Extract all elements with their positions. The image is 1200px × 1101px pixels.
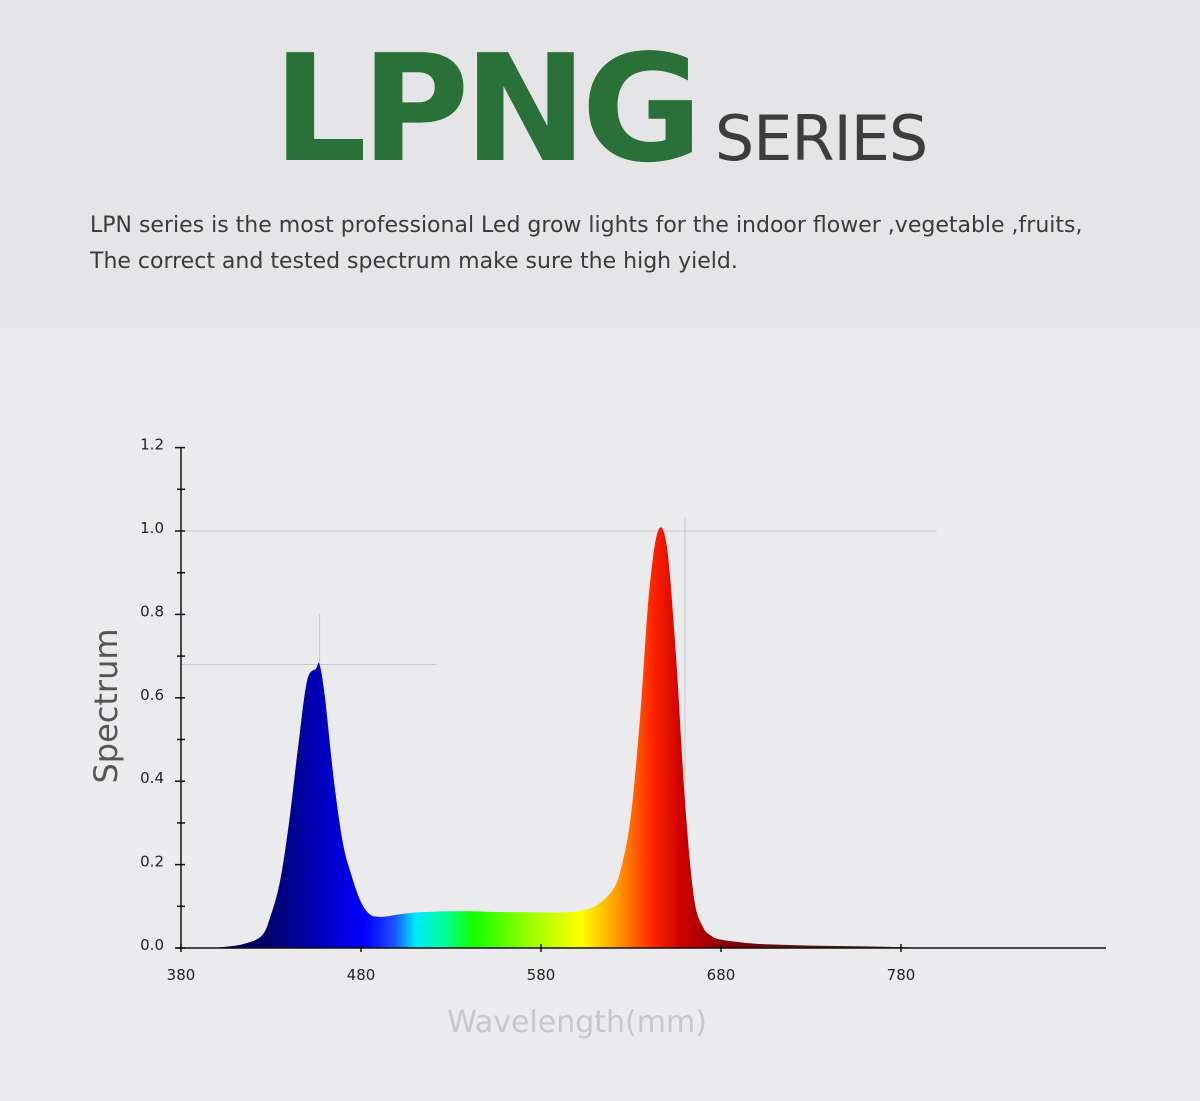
page-title: LPNG SERIES: [0, 34, 1200, 184]
y-tick-label: 0.8: [140, 602, 164, 620]
title-sub: SERIES: [714, 102, 928, 175]
description: LPN series is the most professional Led …: [90, 208, 1150, 280]
y-tick-label: 1.0: [140, 519, 164, 537]
y-tick-label: 0.4: [140, 769, 164, 787]
y-tick-label: 0.0: [140, 936, 164, 954]
description-line-2: The correct and tested spectrum make sur…: [90, 249, 738, 274]
header-banner: LPNG SERIES LPN series is the most profes…: [0, 0, 1200, 328]
spectrum-chart-svg: 0.0 0.2 0.4 0.6 0.8 1.0 1.2 380 480 580 680 780 Sp…: [87, 436, 1106, 1040]
title-main: LPNG: [272, 23, 703, 195]
y-axis-label: Spectrum: [87, 628, 125, 783]
x-axis-ticks: 380 480 580 680 780: [167, 944, 916, 984]
x-tick-label: 680: [707, 966, 736, 984]
y-tick-label: 0.2: [140, 853, 164, 871]
x-axis-label: Wavelength(mm): [447, 1005, 707, 1040]
x-tick-label: 380: [167, 966, 196, 984]
x-tick-label: 780: [887, 966, 916, 984]
y-tick-label: 1.2: [140, 436, 164, 454]
x-tick-label: 480: [347, 966, 376, 984]
description-line-1: LPN series is the most professional Led …: [90, 213, 1083, 238]
y-axis-ticks: 0.0 0.2 0.4 0.6 0.8 1.0 1.2: [140, 436, 185, 954]
y-tick-label: 0.6: [140, 686, 164, 704]
x-tick-label: 580: [527, 966, 556, 984]
spectrum-area: [208, 527, 928, 948]
spectrum-chart: 0.0 0.2 0.4 0.6 0.8 1.0 1.2 380 480 580 680 780 Sp…: [0, 328, 1200, 1101]
